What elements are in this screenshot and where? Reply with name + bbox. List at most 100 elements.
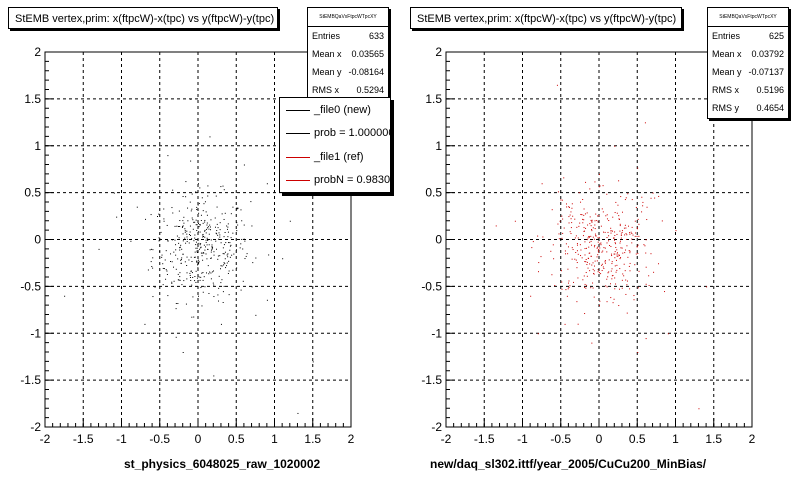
stats-row: RMS x 0.5294 — [308, 81, 388, 99]
data-point — [582, 279, 584, 281]
data-point — [584, 241, 586, 243]
data-point — [209, 271, 211, 273]
legend-label: _file1 (ref) — [314, 151, 364, 163]
data-point — [588, 252, 590, 254]
data-point — [643, 244, 645, 246]
data-point — [166, 224, 168, 226]
data-point — [565, 289, 567, 291]
data-point — [623, 263, 625, 265]
data-point — [558, 233, 560, 235]
data-point — [642, 205, 644, 207]
data-point — [226, 225, 228, 227]
data-point — [237, 224, 239, 226]
data-point — [612, 216, 614, 218]
data-point — [597, 250, 599, 252]
data-point — [582, 199, 584, 201]
data-point — [202, 210, 204, 212]
right-plot-title: StEMB vertex,prim: x(ftpcW)-x(tpc) vs y(… — [410, 7, 682, 29]
data-point — [227, 272, 229, 274]
data-point — [566, 295, 568, 297]
data-point — [619, 240, 621, 242]
data-point — [179, 225, 181, 227]
data-point — [175, 244, 177, 246]
data-point — [576, 244, 578, 246]
data-point — [210, 278, 212, 280]
data-point — [202, 259, 204, 261]
data-point — [193, 316, 195, 318]
data-point — [232, 206, 234, 208]
data-point — [637, 218, 639, 220]
data-point — [183, 222, 185, 224]
data-point — [195, 281, 197, 283]
data-point — [202, 291, 204, 293]
data-point — [221, 279, 223, 281]
data-point — [196, 224, 198, 226]
data-point — [653, 271, 655, 273]
data-point — [191, 316, 193, 318]
data-point — [607, 276, 609, 278]
data-point — [577, 323, 579, 325]
data-point — [637, 244, 639, 246]
data-point — [606, 214, 608, 216]
data-point — [591, 230, 593, 232]
data-point — [624, 224, 626, 226]
data-point — [223, 218, 225, 220]
data-point — [635, 206, 637, 208]
data-point — [596, 256, 598, 258]
data-point — [211, 246, 213, 248]
data-point — [166, 270, 168, 272]
data-point — [577, 237, 579, 239]
data-point — [175, 303, 177, 305]
data-point — [645, 266, 647, 268]
y-tick-label: 0 — [34, 233, 41, 247]
data-point — [625, 238, 627, 240]
data-point — [198, 295, 199, 297]
data-point — [568, 216, 570, 218]
data-point — [563, 227, 565, 229]
data-point — [570, 218, 572, 220]
data-point — [189, 201, 191, 203]
data-point — [623, 275, 625, 277]
data-point — [240, 243, 242, 245]
data-point — [113, 192, 115, 194]
data-point — [611, 278, 613, 280]
data-point — [650, 197, 652, 199]
data-point — [573, 281, 575, 283]
data-point — [614, 145, 616, 147]
data-point — [181, 257, 183, 259]
data-point — [618, 305, 620, 307]
data-point — [624, 199, 626, 201]
data-point — [180, 258, 182, 260]
data-point — [613, 237, 615, 239]
data-point — [236, 222, 238, 224]
data-point — [245, 255, 247, 257]
data-point — [205, 239, 207, 241]
legend-label: _file0 (new) — [314, 104, 371, 116]
data-point — [565, 203, 567, 205]
data-point — [175, 254, 177, 256]
legend-entry: _file1 (ref) — [280, 148, 390, 166]
data-point — [596, 260, 598, 262]
data-point — [219, 229, 221, 231]
data-point — [176, 225, 178, 227]
data-point — [225, 267, 227, 269]
data-point — [190, 270, 192, 272]
data-point — [601, 263, 603, 265]
data-point — [615, 283, 617, 285]
data-point — [191, 284, 193, 286]
data-point — [191, 238, 193, 240]
data-point — [213, 254, 215, 256]
data-point — [197, 279, 199, 281]
data-point — [609, 283, 611, 285]
data-point — [223, 264, 225, 266]
data-point — [187, 207, 189, 209]
data-point — [619, 225, 621, 227]
data-point — [206, 222, 208, 224]
data-point — [196, 260, 198, 262]
data-point — [198, 261, 200, 263]
x-tick-label: 0.5 — [629, 432, 646, 446]
data-point — [608, 240, 610, 242]
data-point — [564, 323, 566, 325]
data-point — [619, 268, 621, 270]
data-point — [189, 272, 191, 274]
